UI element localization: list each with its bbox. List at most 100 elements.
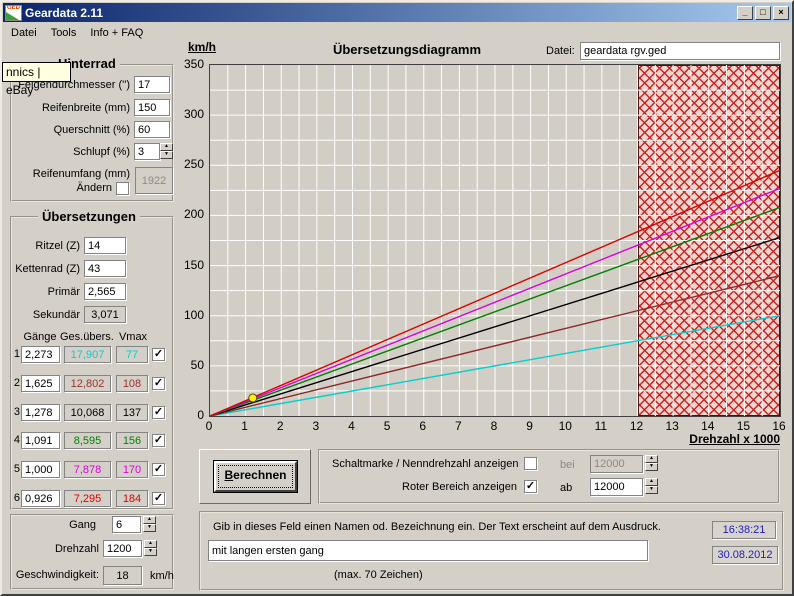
gear-ratio-input[interactable]: 0,926 (21, 490, 60, 507)
gear-ratio-input[interactable]: 1,091 (21, 432, 60, 450)
x-tick-label: 12 (629, 419, 644, 433)
y-tick-label: 0 (197, 408, 204, 422)
clock-display: 16:38:21 (712, 521, 776, 539)
roter-bereich-checkbox[interactable]: ✓ (524, 480, 537, 493)
kettenrad-input[interactable]: 43 (84, 260, 126, 277)
gang-spinner-down[interactable]: ▼ (143, 524, 156, 532)
aendern-label: Ändern (76, 182, 112, 194)
menu-datei[interactable]: Datei (11, 26, 37, 39)
gear-total-ratio-value: 12,802 (64, 374, 111, 392)
felgendurchmesser-input[interactable]: 17 (134, 76, 170, 93)
gear-visible-checkbox[interactable]: ✓ (152, 463, 165, 477)
drehzahl-label: Drehzahl (54, 543, 99, 555)
querschnitt-label: Querschnitt (%) (53, 124, 130, 136)
col-header-gesuebers: Ges.übers. (60, 331, 114, 343)
schaltmarke-checkbox[interactable] (524, 457, 537, 470)
kettenrad-label: Kettenrad (Z) (15, 263, 80, 275)
ab-spinner: ▲ ▼ (645, 478, 658, 494)
y-tick-label: 300 (183, 107, 204, 122)
gear-table: 1 2,273 17,907 77 ✓ 2 1,625 12,802 108 ✓ 3 1,278 10,… (12, 342, 172, 510)
gear-total-ratio-value: 7,878 (64, 461, 111, 479)
gear-vmax-value: 184 (116, 490, 148, 507)
chart-title: Übersetzungsdiagramm (332, 42, 482, 57)
gear-ratio-input[interactable]: 1,625 (21, 374, 60, 392)
drehzahl-input[interactable]: 1200 (103, 540, 142, 557)
gear-vmax-value: 137 (116, 403, 148, 421)
gear-ratio-input[interactable]: 1,278 (21, 403, 60, 421)
chart-canvas (210, 65, 780, 416)
app-icon-text: GED (7, 4, 21, 11)
reifenumfang-label: Reifenumfang (mm) (32, 168, 130, 180)
berechnen-button[interactable]: Berechnen (214, 461, 297, 492)
schlupf-spinner-up[interactable]: ▲ (160, 143, 173, 151)
focus-rect (218, 465, 293, 488)
minimize-button[interactable]: _ (737, 5, 753, 20)
berechnen-panel (199, 449, 311, 504)
print-name-input[interactable]: mit langen ersten gang (208, 540, 648, 561)
roter-bereich-label: Roter Bereich anzeigen (402, 481, 517, 493)
gear-visible-checkbox[interactable]: ✓ (152, 348, 165, 361)
menu-info-faq[interactable]: Info + FAQ (90, 26, 144, 39)
gear-total-ratio-value: 10,068 (64, 403, 111, 421)
gang-spinner: ▲ ▼ (143, 516, 156, 532)
gear-vmax-value: 170 (116, 461, 148, 479)
y-tick-label: 150 (183, 257, 204, 272)
menu-tools[interactable]: Tools (50, 26, 77, 39)
x-tick-label: 0 (205, 419, 213, 433)
x-tick-label: 16 (772, 419, 786, 433)
gear-ratio-input[interactable]: 2,273 (21, 346, 60, 363)
date-display: 30.08.2012 (712, 546, 778, 564)
bei-label: bei (560, 459, 575, 471)
ritzel-input[interactable]: 14 (84, 237, 126, 254)
close-button[interactable]: × (773, 5, 789, 20)
x-tick-label: 5 (383, 419, 391, 433)
gear-visible-checkbox[interactable]: ✓ (152, 376, 165, 390)
reifenbreite-input[interactable]: 150 (134, 99, 170, 116)
aendern-checkbox[interactable] (116, 182, 129, 195)
datei-field[interactable]: geardata rgv.ged (580, 42, 780, 60)
x-tick-label: 13 (665, 419, 679, 433)
uebersetzungen-title: Übersetzungen (38, 209, 140, 224)
ab-spinner-down[interactable]: ▼ (645, 486, 658, 494)
x-tick-label: 6 (419, 419, 427, 433)
querschnitt-input[interactable]: 60 (134, 121, 170, 138)
ritzel-label: Ritzel (Z) (35, 240, 80, 252)
schlupf-spinner: ▲ ▼ (160, 143, 173, 159)
gear-ratio-input[interactable]: 1,000 (21, 461, 60, 479)
gear-visible-checkbox[interactable]: ✓ (152, 405, 165, 419)
gang-label: Gang (69, 519, 96, 531)
app-icon: GED (5, 4, 22, 21)
sekundaer-label: Sekundär (32, 309, 80, 321)
ab-spinner-up[interactable]: ▲ (645, 478, 658, 486)
x-tick-label: 8 (490, 419, 498, 433)
x-tick-label: 1 (241, 419, 248, 433)
chart-plot-area (209, 64, 781, 417)
x-tick-label: 10 (558, 419, 572, 433)
primaer-input[interactable]: 2,565 (84, 283, 126, 300)
bei-spinner-down[interactable]: ▼ (645, 463, 658, 471)
x-tick-label: 3 (312, 419, 320, 433)
ab-input[interactable]: 12000 (590, 478, 643, 496)
gear-visible-checkbox[interactable]: ✓ (152, 492, 165, 505)
gang-input[interactable]: 6 (112, 516, 141, 533)
drehzahl-spinner-down[interactable]: ▼ (144, 548, 157, 556)
gang-spinner-up[interactable]: ▲ (143, 516, 156, 524)
schlupf-input[interactable]: 3 (134, 143, 160, 160)
y-tick-label: 200 (183, 207, 204, 222)
x-axis-label: Drehzahl x 1000 (689, 432, 780, 446)
bei-spinner-up[interactable]: ▲ (645, 455, 658, 463)
x-tick-label: 15 (736, 419, 751, 433)
gear-row-number: 6 (13, 492, 20, 504)
berechnen-button-label: Berechnen (224, 468, 287, 482)
window-title: Geardata 2.11 (25, 5, 104, 20)
drehzahl-spinner-up[interactable]: ▲ (144, 540, 157, 548)
geschwindigkeit-value: 18 (103, 566, 142, 585)
gear-row-number: 2 (13, 376, 20, 389)
maximize-button[interactable]: □ (755, 5, 771, 20)
schlupf-spinner-down[interactable]: ▼ (160, 151, 173, 159)
gear-visible-checkbox[interactable]: ✓ (152, 434, 165, 448)
gear-total-ratio-value: 17,907 (64, 346, 111, 363)
bei-input: 12000 (590, 455, 643, 473)
col-header-gaenge: Gänge (23, 331, 57, 343)
schaltmarke-label: Schaltmarke / Nenndrehzahl anzeigen (332, 458, 519, 470)
